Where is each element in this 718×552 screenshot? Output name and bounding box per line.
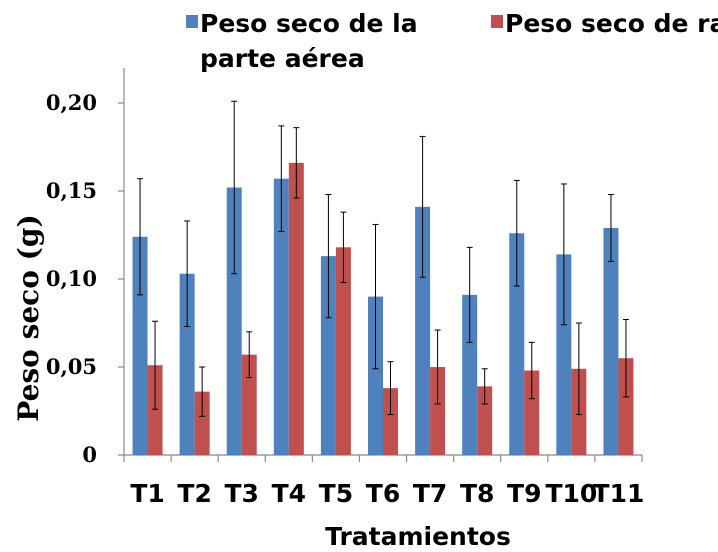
bar-parte-aerea bbox=[320, 256, 336, 455]
legend-swatch bbox=[186, 15, 198, 28]
bar-raiz bbox=[288, 162, 304, 455]
y-axis: 0 0,05 0,10 0,15 0,20 bbox=[46, 68, 125, 467]
legend-label: Peso seco de la bbox=[200, 9, 418, 38]
bar-parte-aerea bbox=[226, 187, 242, 456]
y-tick-label: 0,15 bbox=[46, 178, 97, 203]
bar-raiz bbox=[524, 370, 540, 455]
x-tick-label: T2 bbox=[177, 479, 211, 508]
bar-parte-aerea bbox=[462, 294, 478, 455]
legend-item: Peso seco de raíz bbox=[491, 9, 718, 38]
bar-raiz bbox=[430, 367, 446, 455]
x-tick-label: T3 bbox=[225, 479, 259, 508]
bar-raiz bbox=[194, 391, 210, 455]
legend-label: Peso seco de raíz bbox=[505, 9, 718, 38]
bar-parte-aerea bbox=[415, 206, 431, 455]
legend-item: Peso seco de la parte aérea bbox=[186, 9, 418, 73]
bar-parte-aerea bbox=[179, 273, 195, 455]
y-tick-label: 0,05 bbox=[46, 354, 97, 379]
legend-label: parte aérea bbox=[200, 44, 365, 73]
bar-raiz bbox=[477, 386, 493, 455]
bar-parte-aerea bbox=[603, 227, 619, 455]
x-axis-title: Tratamientos bbox=[325, 522, 511, 551]
bar-raiz bbox=[618, 358, 634, 455]
x-tick-label: T4 bbox=[272, 479, 306, 508]
bar-parte-aerea bbox=[556, 254, 572, 455]
bar-parte-aerea bbox=[273, 178, 289, 455]
legend: Peso seco de la parte aérea Peso seco de r… bbox=[186, 9, 718, 73]
legend-swatch bbox=[491, 15, 503, 28]
error-bars bbox=[137, 100, 629, 417]
bar-parte-aerea bbox=[132, 236, 148, 455]
y-tick-label: 0,10 bbox=[46, 266, 97, 291]
bar-parte-aerea bbox=[368, 296, 383, 455]
y-tick-label: 0 bbox=[82, 442, 97, 467]
y-axis-title: Peso seco (g) bbox=[12, 214, 45, 421]
bars bbox=[132, 162, 634, 456]
bar-raiz bbox=[335, 247, 351, 455]
bar-raiz bbox=[383, 388, 398, 455]
bar-raiz bbox=[147, 365, 163, 455]
x-tick-label: T6 bbox=[366, 479, 400, 508]
x-tick-label: T9 bbox=[507, 479, 541, 508]
x-tick-label: T1 bbox=[130, 479, 164, 508]
x-tick-label: T5 bbox=[319, 479, 353, 508]
x-tick-label: T10 bbox=[545, 479, 597, 508]
x-tick-label: T11 bbox=[593, 479, 645, 508]
bar-parte-aerea bbox=[509, 233, 525, 455]
x-tick-label: T7 bbox=[413, 479, 447, 508]
x-tick-label: T8 bbox=[460, 479, 494, 508]
y-tick-label: 0,20 bbox=[46, 90, 97, 115]
bar-raiz bbox=[241, 354, 257, 455]
